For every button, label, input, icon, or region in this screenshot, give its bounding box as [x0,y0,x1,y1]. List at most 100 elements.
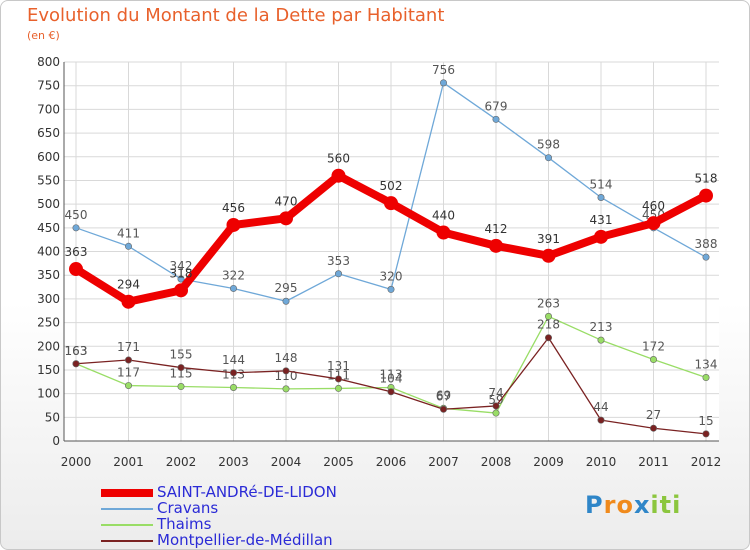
data-point [121,294,136,309]
data-point [597,416,605,424]
y-tick-label: 200 [37,339,60,353]
data-point [72,360,80,368]
x-tick-label: 2003 [218,455,249,469]
data-label: 27 [646,408,661,422]
data-point [226,217,241,232]
data-point [649,356,657,364]
data-point [282,385,290,393]
proxiti-logo: Proxiti [585,491,682,519]
data-point [699,188,713,203]
data-label: 148 [275,351,298,365]
data-label: 134 [695,358,718,372]
data-label: 171 [117,340,140,354]
y-tick-label: 150 [37,363,60,377]
x-tick-label: 2001 [113,455,144,469]
data-label: 320 [380,269,403,283]
data-point [282,297,290,305]
data-label: 363 [65,245,88,259]
data-point [439,405,447,413]
data-point [387,285,395,293]
data-label: 295 [275,281,298,295]
data-point [125,382,133,390]
data-point [331,168,346,183]
legend-swatch [101,508,153,510]
x-tick-label: 2012 [691,455,722,469]
legend-label: Montpellier-de-Médillan [157,531,333,549]
data-label: 353 [327,254,350,268]
y-tick-label: 600 [37,150,60,164]
data-label: 113 [380,367,403,381]
y-tick-label: 100 [37,387,60,401]
data-label: 470 [275,194,298,208]
y-tick-label: 350 [37,268,60,282]
data-label: 131 [327,359,350,373]
data-label: 322 [222,268,245,282]
data-label: 67 [436,389,451,403]
data-label: 460 [642,199,665,213]
data-point [489,238,503,253]
data-point [125,242,133,250]
data-label: 388 [695,237,718,251]
data-point [436,225,451,240]
data-label: 450 [65,208,88,222]
data-label: 163 [65,344,88,358]
data-point [544,154,552,162]
data-point [230,284,238,292]
legend-swatch [101,540,153,542]
data-label: 111 [327,368,350,382]
data-label: 263 [537,296,560,310]
x-tick-label: 2009 [533,455,564,469]
data-point [334,384,342,392]
chart-unit: (en €) [27,29,60,42]
x-tick-label: 2002 [166,455,197,469]
data-label: 213 [590,320,613,334]
data-label: 318 [170,266,193,280]
y-tick-label: 450 [37,221,60,235]
data-point [492,402,500,410]
data-point [702,253,710,261]
data-label: 391 [537,232,560,246]
data-point [646,216,661,231]
data-label: 518 [695,172,718,186]
data-label: 74 [488,386,503,400]
chart-title: Evolution du Montant de la Dette par Hab… [27,5,445,26]
data-point [125,356,133,364]
data-point [282,367,290,375]
data-point [439,79,447,87]
x-tick-label: 2000 [61,455,92,469]
data-label: 456 [222,201,245,215]
data-point [384,196,398,211]
legend-label: Thaims [157,515,212,533]
data-point [702,430,710,438]
legend-label: Cravans [157,499,219,517]
data-label: 440 [432,209,455,223]
data-point [649,424,657,432]
data-label: 514 [590,177,613,191]
y-tick-label: 0 [52,434,60,448]
data-point [544,334,552,342]
data-label: 117 [117,366,140,380]
data-point [492,409,500,417]
data-point [334,270,342,278]
x-tick-label: 2007 [428,455,459,469]
data-point [177,364,185,372]
data-point [594,229,608,244]
data-point [230,383,238,391]
data-label: 144 [222,353,245,367]
data-point [544,312,552,320]
y-tick-label: 800 [37,55,60,69]
data-point [177,383,185,391]
data-point [334,375,342,383]
data-label: 155 [170,348,193,362]
data-point [72,224,80,232]
data-label: 342 [170,259,193,273]
data-point [387,388,395,396]
data-label: 502 [380,179,403,193]
data-label: 69 [436,388,451,402]
data-label: 294 [117,278,140,292]
data-label: 163 [65,344,88,358]
x-tick-label: 2008 [481,455,512,469]
data-label: 412 [485,222,508,236]
